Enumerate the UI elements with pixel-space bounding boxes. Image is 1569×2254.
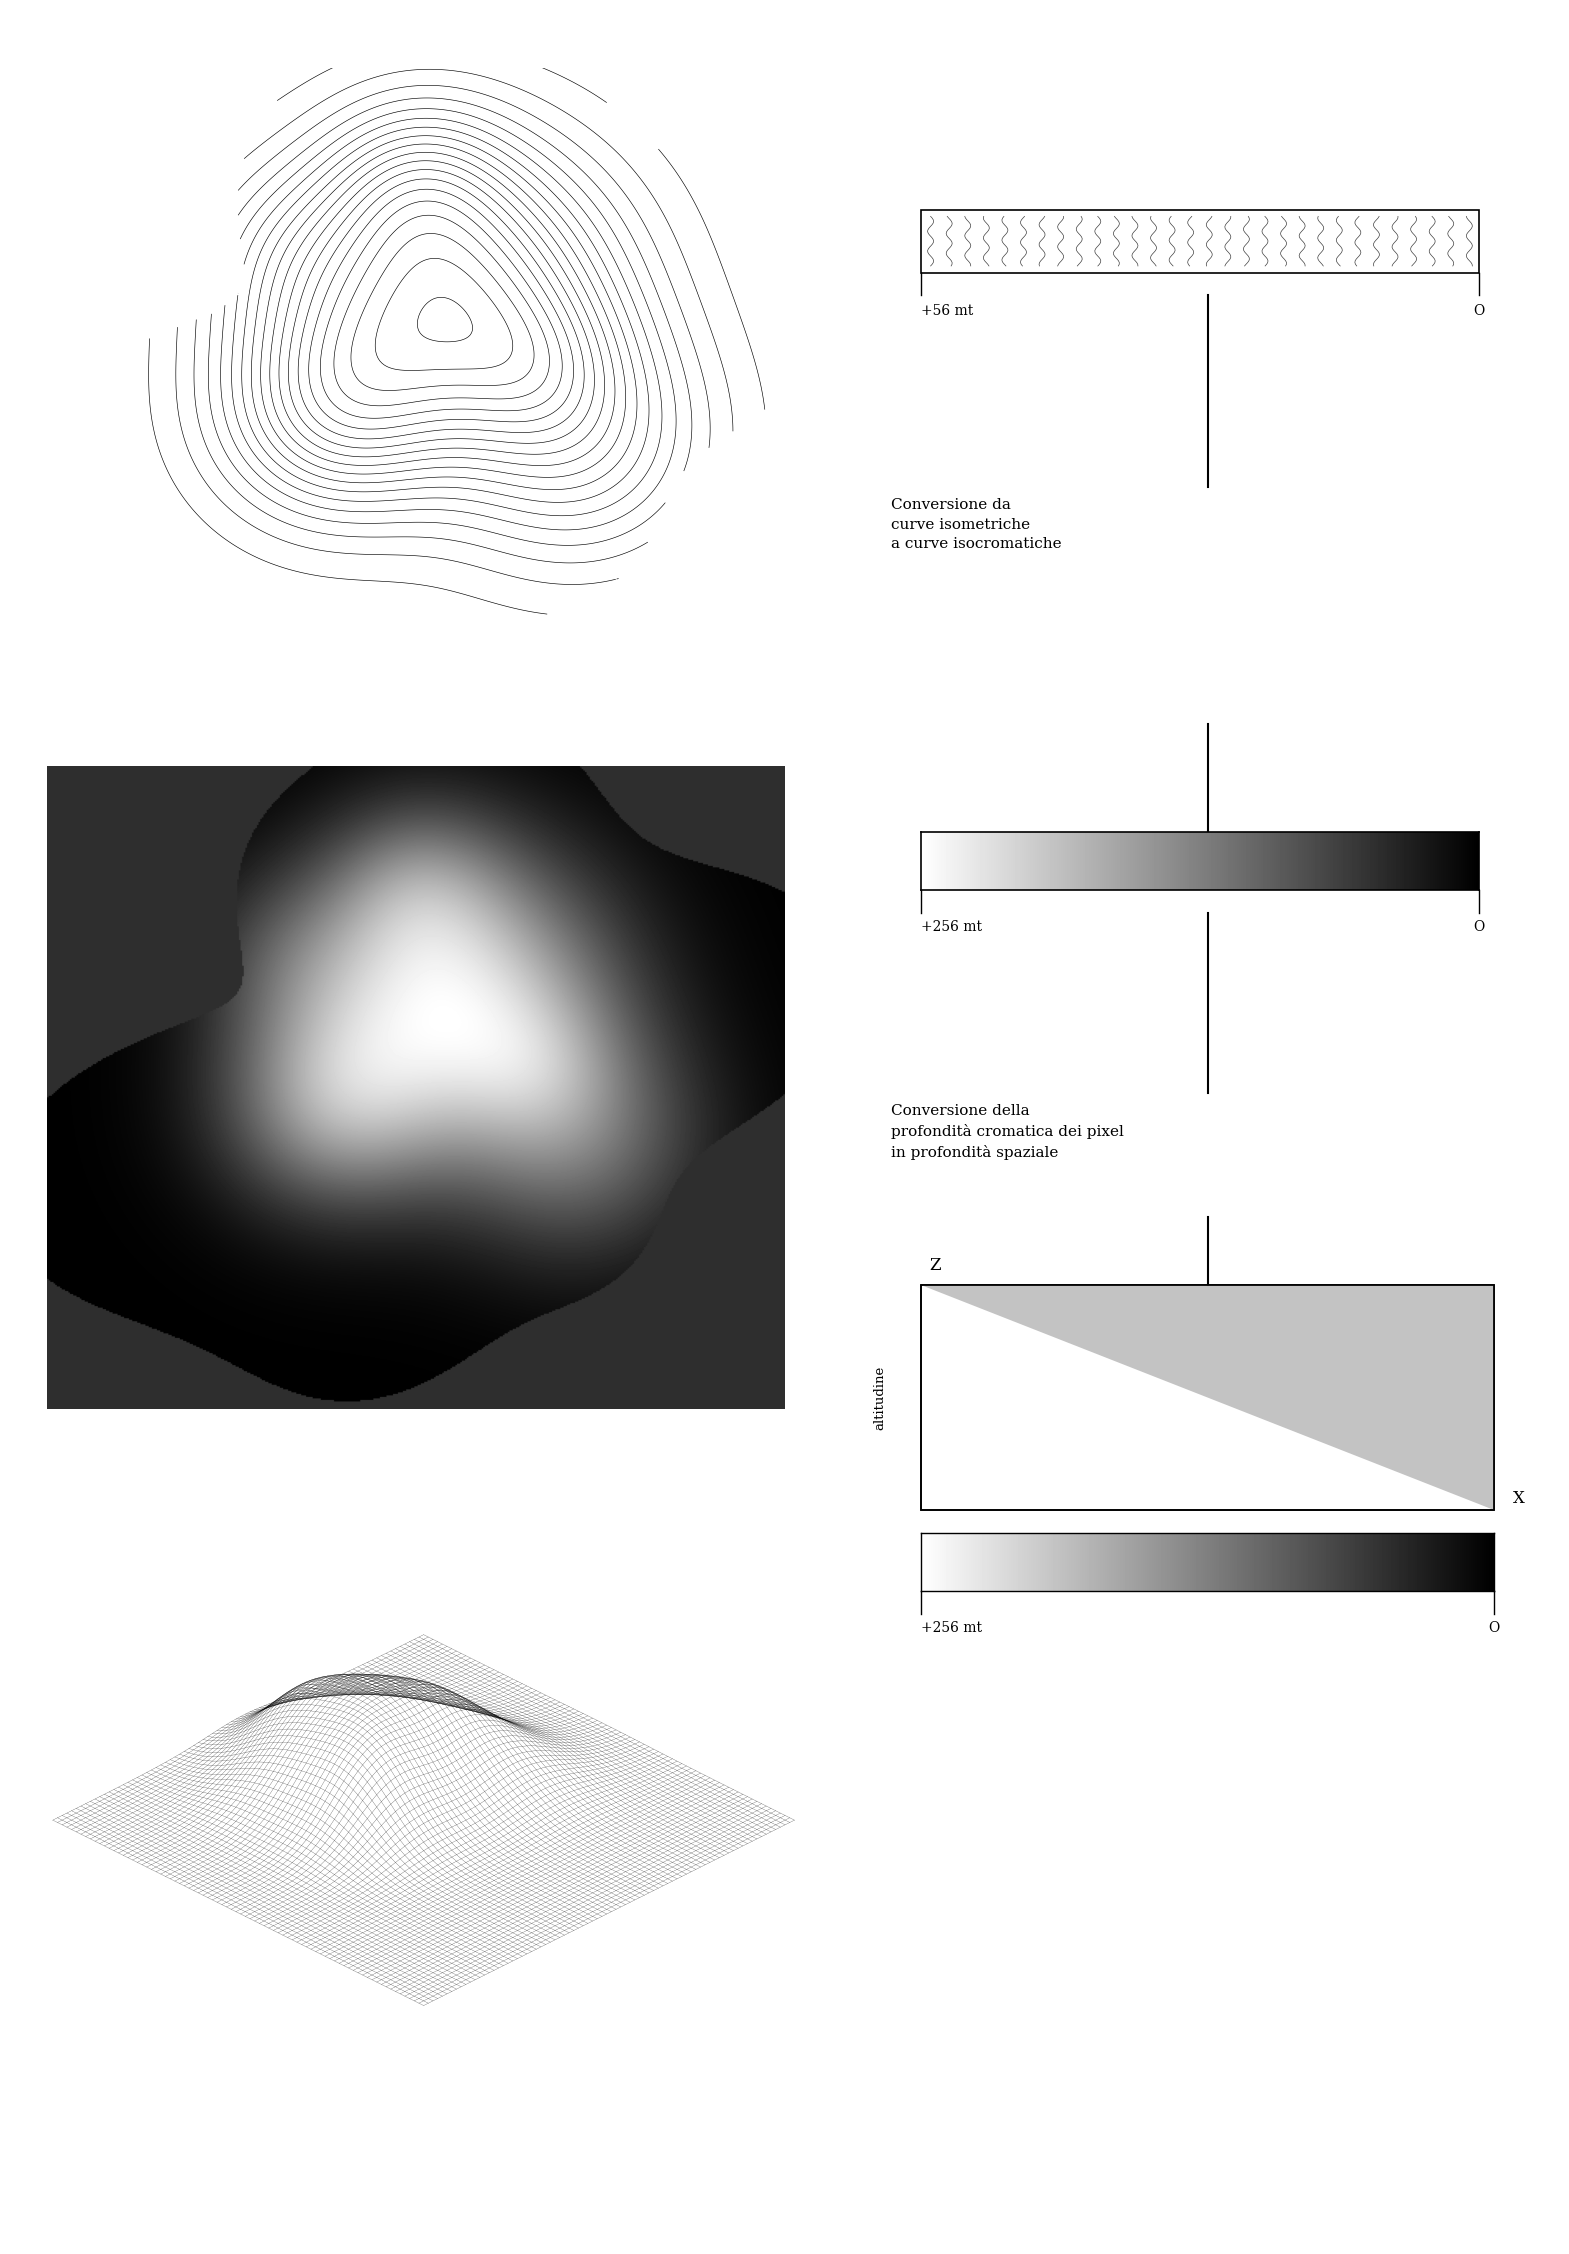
Text: X: X [1513,1490,1525,1508]
Bar [921,1285,1494,1510]
Bar [921,1285,1494,1510]
Text: O: O [1487,1621,1500,1634]
Text: +56 mt: +56 mt [921,304,974,318]
Text: Z: Z [929,1255,940,1274]
Bar [921,210,1478,273]
Text: Conversione da
curve isometriche
a curve isocromatiche: Conversione da curve isometriche a curve… [891,498,1062,552]
Text: +256 mt: +256 mt [921,920,982,933]
Text: +256 mt: +256 mt [921,1621,982,1634]
Text: O: O [1473,920,1484,933]
Text: Conversione della
profondità cromatica dei pixel
in profondità spaziale: Conversione della profondità cromatica d… [891,1104,1123,1161]
Text: altitudine: altitudine [874,1366,886,1429]
Text: O: O [1473,304,1484,318]
Polygon shape [921,1285,1494,1510]
